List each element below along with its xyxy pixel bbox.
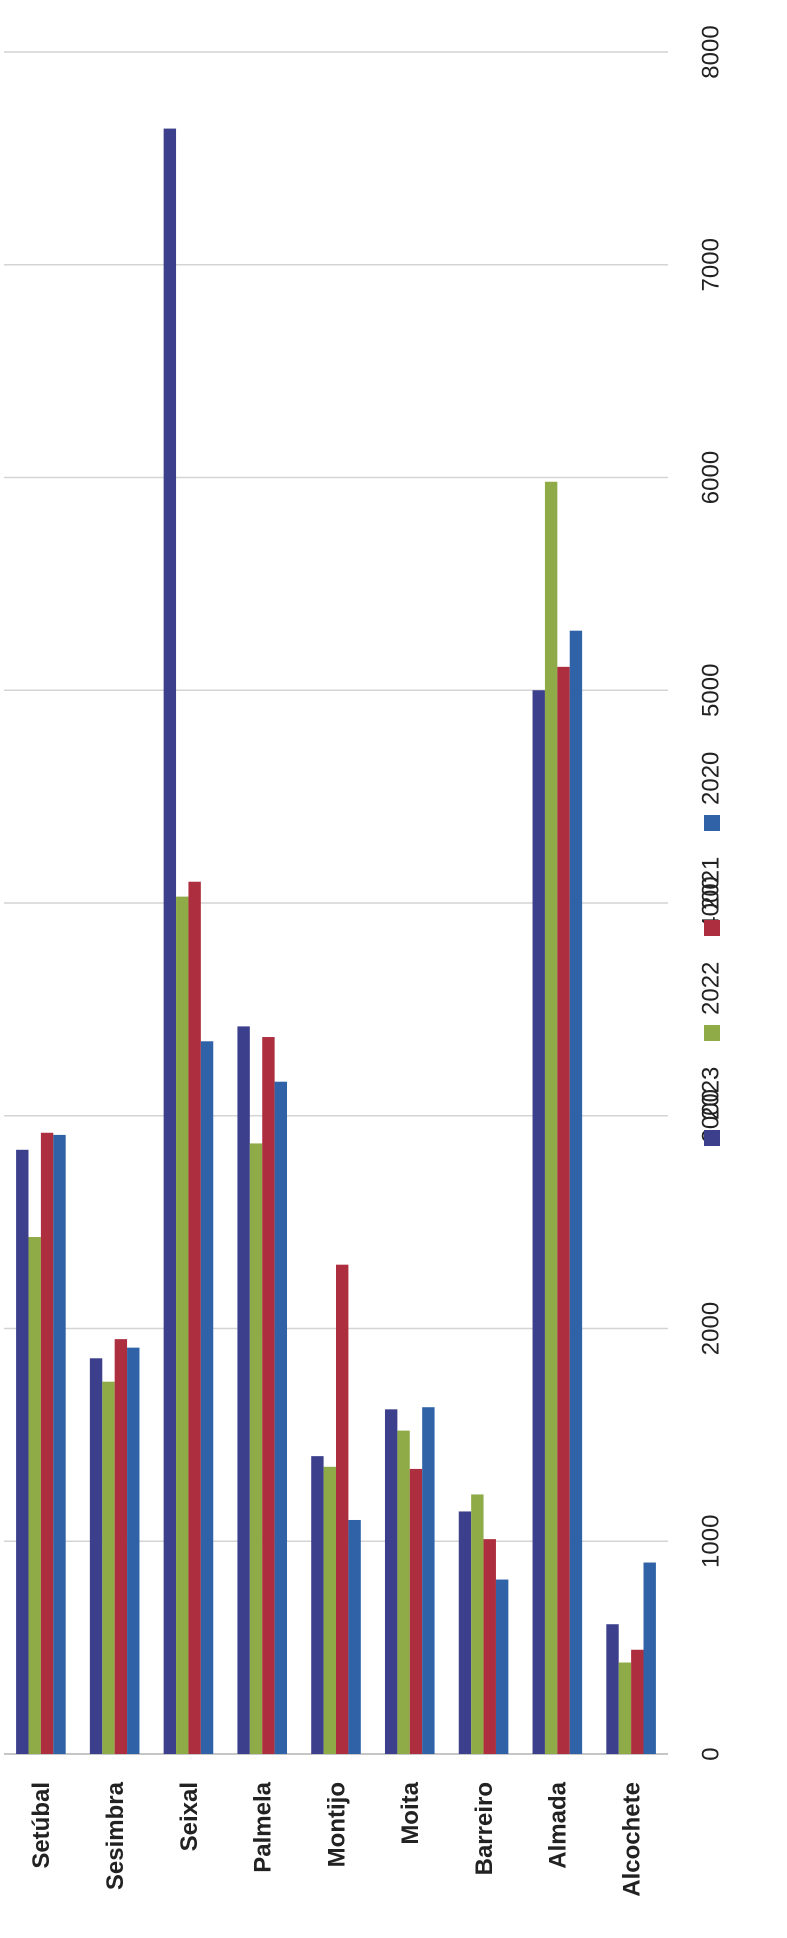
y-tick-label: 2000 bbox=[697, 1302, 724, 1355]
legend-label: 2020 bbox=[697, 752, 724, 805]
bar bbox=[409, 1468, 423, 1754]
bar bbox=[16, 1149, 29, 1754]
bar bbox=[606, 1624, 619, 1754]
x-tick-label: Seixal bbox=[176, 1782, 203, 1851]
bar bbox=[53, 1134, 66, 1754]
y-tick-label: 0 bbox=[697, 1747, 724, 1760]
bar bbox=[557, 666, 570, 1755]
bar bbox=[544, 481, 558, 1754]
bar bbox=[89, 1358, 103, 1754]
legend-swatch bbox=[704, 1025, 720, 1041]
bar bbox=[618, 1662, 632, 1754]
legend-label: 2021 bbox=[697, 857, 724, 910]
bar bbox=[176, 896, 189, 1754]
bar bbox=[569, 630, 583, 1755]
bar bbox=[200, 1041, 214, 1754]
bar bbox=[163, 128, 177, 1755]
legend-swatch bbox=[704, 1130, 720, 1146]
legend-label: 2023 bbox=[697, 1067, 724, 1120]
x-tick-label: Montijo bbox=[323, 1782, 350, 1867]
bar bbox=[532, 690, 545, 1754]
bar bbox=[471, 1494, 484, 1754]
legend-swatch bbox=[704, 920, 720, 936]
x-tick-label: Alcochete bbox=[618, 1782, 645, 1897]
bar bbox=[495, 1579, 509, 1754]
bar bbox=[274, 1081, 288, 1754]
bar bbox=[422, 1407, 435, 1754]
bar bbox=[336, 1264, 349, 1754]
bar bbox=[102, 1381, 115, 1754]
y-tick-label: 6000 bbox=[697, 451, 724, 504]
bar bbox=[384, 1409, 398, 1754]
x-tick-label: Palmela bbox=[250, 1781, 277, 1872]
bar bbox=[458, 1511, 472, 1754]
bar bbox=[397, 1430, 410, 1754]
x-tick-label: Sesimbra bbox=[102, 1781, 129, 1890]
bar bbox=[249, 1143, 263, 1754]
bar bbox=[311, 1456, 324, 1754]
bar bbox=[631, 1649, 644, 1754]
bar bbox=[483, 1539, 496, 1754]
x-tick-label: Moita bbox=[397, 1781, 424, 1844]
bar bbox=[323, 1466, 336, 1754]
bar bbox=[643, 1562, 656, 1754]
legend-swatch bbox=[704, 815, 720, 831]
bar bbox=[40, 1132, 54, 1754]
bar bbox=[28, 1237, 41, 1754]
legend-label: 2022 bbox=[697, 962, 724, 1015]
y-tick-label: 1000 bbox=[697, 1515, 724, 1568]
bar bbox=[127, 1347, 140, 1754]
x-tick-label: Almada bbox=[545, 1781, 572, 1868]
y-tick-label: 8000 bbox=[697, 25, 724, 78]
bar bbox=[262, 1037, 275, 1754]
y-tick-label: 7000 bbox=[697, 238, 724, 291]
x-tick-label: Barreiro bbox=[471, 1782, 498, 1875]
bar bbox=[348, 1519, 361, 1754]
y-tick-label: 5000 bbox=[697, 664, 724, 717]
bar bbox=[237, 1026, 250, 1754]
x-tick-label: Setúbal bbox=[28, 1782, 55, 1869]
bar bbox=[188, 881, 201, 1754]
bar bbox=[114, 1339, 128, 1754]
